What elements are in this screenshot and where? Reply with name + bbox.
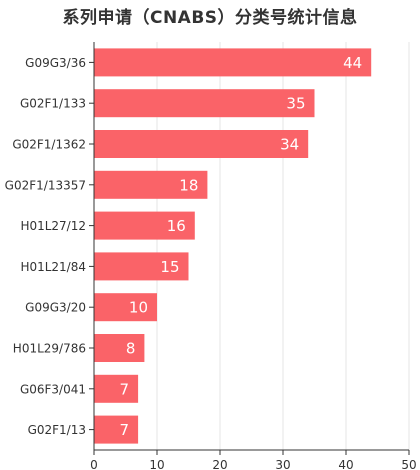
bar: [94, 211, 195, 240]
category-labels: G09G3/36 G02F1/133 G02F1/1362 G02F1/13357 H0…: [5, 56, 86, 437]
bar: [94, 130, 309, 158]
x-axis: 0 10 20 30 40 50: [89, 42, 417, 470]
x-tick-label: 40: [338, 458, 353, 470]
bar: [94, 48, 372, 77]
category-label: G02F1/1362: [12, 138, 86, 152]
data-label: 16: [167, 217, 186, 235]
x-tick-label: 50: [401, 458, 416, 470]
category-label: G06F3/041: [20, 382, 86, 396]
chart-title: 系列申请（CNABS）分类号统计信息: [62, 8, 358, 28]
category-label: G02F1/13357: [5, 178, 86, 192]
data-label: 18: [179, 176, 198, 194]
bar: [94, 89, 315, 118]
data-label: 15: [160, 258, 179, 276]
bar: [94, 252, 189, 281]
bar: [94, 415, 139, 444]
category-label: G02F1/133: [20, 97, 86, 111]
category-label: G09G3/20: [25, 301, 86, 315]
data-label: 10: [129, 299, 148, 317]
data-label: 7: [120, 421, 130, 439]
x-tick-label: 10: [149, 458, 164, 470]
category-label: H01L21/84: [20, 260, 86, 274]
data-label: 35: [286, 95, 305, 113]
data-label: 44: [343, 54, 362, 72]
category-label: H01L27/12: [20, 219, 86, 233]
bar: [94, 293, 157, 322]
category-label: G02F1/13: [28, 423, 86, 437]
data-label: 34: [280, 136, 299, 154]
x-tick-label: 20: [212, 458, 227, 470]
bar: [94, 170, 208, 199]
bars: 44 35 34 18 16 15 10 8 7 7: [94, 48, 372, 444]
x-tick-label: 30: [275, 458, 290, 470]
category-label: G09G3/36: [25, 56, 86, 70]
data-label: 7: [120, 380, 130, 398]
x-tick-label: 0: [90, 458, 98, 470]
bar: [94, 334, 145, 362]
category-label: H01L29/786: [13, 342, 86, 356]
data-label: 8: [126, 340, 136, 358]
bar: [94, 374, 139, 403]
grid-lines: [156, 42, 410, 450]
